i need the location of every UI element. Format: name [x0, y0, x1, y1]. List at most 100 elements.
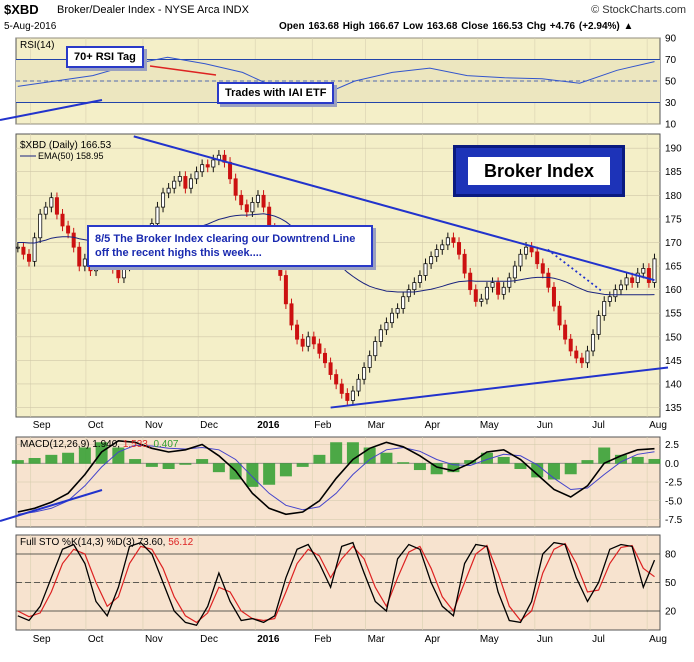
x-tick-label: May	[480, 420, 499, 431]
stockcharts-logo[interactable]: © StockCharts.com	[591, 4, 686, 16]
candle-body	[630, 277, 635, 283]
x-tick-label: Mar	[368, 420, 386, 431]
rsi-y-tick-label: 70	[665, 55, 677, 66]
macd-histogram-bar	[313, 454, 326, 464]
x-tick-label: Nov	[145, 634, 163, 645]
candle-body	[579, 357, 584, 364]
macd-histogram-bar	[296, 463, 309, 467]
candle-body	[613, 289, 618, 298]
candle-body	[551, 286, 556, 307]
candle-body	[172, 180, 177, 189]
candle-body	[322, 352, 327, 364]
candle-body	[183, 176, 188, 189]
macd-histogram-bar	[413, 463, 426, 471]
price-y-tick-label: 170	[665, 238, 682, 249]
candle-body	[524, 246, 529, 255]
candle-body	[121, 265, 126, 279]
macd-y-tick-label: 2.5	[665, 440, 679, 451]
rsi-y-tick-label: 10	[665, 120, 677, 131]
candle-body	[295, 324, 300, 340]
x-tick-label: May	[480, 634, 499, 645]
candle-body	[244, 204, 249, 213]
candle-body	[255, 194, 260, 203]
candle-body	[43, 206, 48, 215]
macd-histogram-bar	[179, 463, 192, 465]
price-y-tick-label: 175	[665, 214, 682, 225]
ohlc-readout: Open 163.68 High 166.67 Low 163.68 Close…	[279, 21, 633, 32]
macd-histogram-bar	[380, 452, 393, 464]
candle-body	[317, 343, 322, 354]
macd-histogram-bar	[196, 459, 209, 464]
x-tick-label: Apr	[425, 634, 441, 645]
candle-body	[641, 268, 646, 274]
candle-body	[479, 298, 484, 302]
candle-body	[652, 258, 657, 283]
candle-body	[71, 232, 76, 248]
candle-body	[15, 246, 20, 249]
candle-body	[401, 296, 406, 309]
candle-body	[21, 246, 26, 255]
candle-body	[507, 277, 512, 288]
macd-signal-line	[17, 444, 655, 515]
macd-histogram-bar	[62, 452, 75, 464]
candle-body	[624, 277, 629, 286]
x-tick-label: Dec	[200, 634, 218, 645]
macd-histogram-bar	[614, 454, 627, 464]
rsi-tag-callout: 70+ RSI Tag	[66, 46, 144, 68]
macd-histogram-bar	[112, 447, 125, 464]
macd-label: MACD(12,26,9) 1.940, 1.533, 0.407	[20, 439, 179, 450]
candle-body	[362, 367, 367, 380]
x-tick-label: Mar	[368, 634, 386, 645]
candle-body	[356, 378, 361, 392]
candle-body	[54, 197, 59, 215]
candle-body	[451, 237, 456, 243]
macd-hist-value: 0.407	[153, 439, 178, 450]
rsi-y-tick-label: 50	[665, 77, 677, 88]
macd-histogram-bar	[78, 447, 91, 464]
candle-body	[188, 178, 193, 189]
x-tick-label: Sep	[33, 634, 51, 645]
macd-histogram-bar	[11, 460, 24, 464]
macd-histogram-bar	[263, 463, 276, 485]
macd-histogram-bar	[28, 458, 41, 464]
candle-body	[283, 275, 288, 305]
candle-body	[440, 244, 445, 250]
candle-body	[66, 225, 71, 234]
uptrend-line	[330, 366, 669, 409]
candle-body	[501, 286, 506, 295]
price-y-tick-label: 165	[665, 262, 682, 273]
candle-body	[445, 237, 450, 246]
candle-body	[635, 272, 640, 283]
stochastic-y-tick-label: 80	[665, 550, 677, 561]
macd-histogram-bar	[648, 458, 661, 464]
x-tick-label: Jul	[592, 634, 605, 645]
candle-body	[77, 246, 82, 267]
candle-body	[49, 197, 54, 208]
candle-body	[233, 178, 238, 196]
stochastic-y-tick-label: 50	[665, 578, 677, 589]
candle-body	[250, 201, 255, 213]
macd-y-tick-label: -5.0	[665, 496, 683, 507]
candle-body	[607, 296, 612, 302]
candle-body	[384, 322, 389, 331]
macd-histogram-bar	[631, 456, 644, 464]
macd-y-tick-label: -7.5	[665, 515, 683, 526]
candle-body	[211, 159, 216, 168]
x-tick-label: Oct	[88, 634, 104, 645]
macd-histogram-bar	[564, 463, 577, 475]
stochastic-d-value: 56.12	[168, 537, 193, 548]
rsi-y-tick-label: 30	[665, 98, 677, 109]
candle-body	[557, 305, 562, 326]
candle-body	[417, 275, 422, 283]
x-tick-label: Aug	[649, 420, 667, 431]
macd-histogram-bar	[330, 442, 343, 464]
stochastic-label: Full STO %K(14,3) %D(3) 73.60, 56.12	[20, 537, 194, 548]
x-tick-label: Apr	[425, 420, 441, 431]
candle-body	[166, 187, 171, 194]
price-y-tick-label: 150	[665, 332, 682, 343]
macd-histogram-bar	[363, 447, 376, 464]
chart-date: 5-Aug-2016	[4, 21, 57, 32]
candle-body	[406, 289, 411, 298]
